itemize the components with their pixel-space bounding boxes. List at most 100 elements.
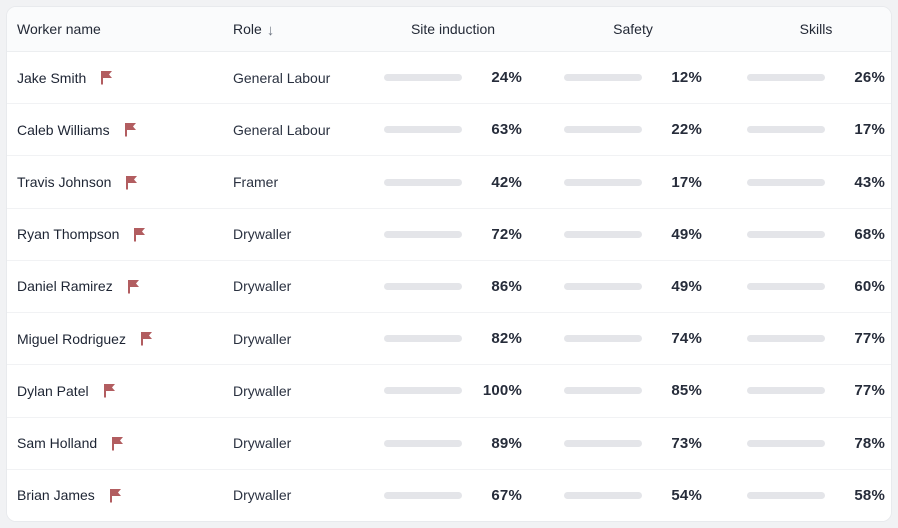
table-row[interactable]: Miguel Rodriguez Drywaller 82% 74% 77% (7, 313, 891, 366)
table-row[interactable]: Sam Holland Drywaller 89% 73% 78% (7, 417, 891, 470)
workers-training-table: Worker name Role ↓ Site induction Safety… (6, 6, 892, 522)
column-header-site-induction[interactable]: Site induction (410, 21, 496, 37)
safety-progress-bar (564, 126, 642, 134)
table-row[interactable]: Daniel Ramirez Drywaller 86% 49% 60% (7, 260, 891, 314)
safety-value: 17% (671, 173, 702, 191)
skills-cell: 43% (747, 174, 891, 191)
table-row[interactable]: Ryan Thompson Drywaller 72% 49% 68% (7, 208, 891, 261)
worker-name-cell: Miguel Rodriguez (7, 331, 233, 347)
site-induction-progress-bar (384, 387, 462, 395)
safety-value: 12% (671, 69, 702, 87)
site-induction-progress-bar (384, 126, 462, 134)
skills-progress-bar (747, 230, 825, 238)
safety-progress-bar (564, 439, 642, 447)
site-induction-cell: 100% (384, 382, 564, 399)
worker-name: Travis Johnson (17, 174, 112, 191)
safety-value: 85% (671, 382, 702, 400)
worker-name-cell: Ryan Thompson (7, 226, 233, 242)
skills-value: 77% (854, 382, 885, 400)
column-header-role[interactable]: Role ↓ (233, 21, 384, 39)
safety-cell: 49% (564, 226, 747, 243)
safety-cell: 74% (564, 330, 747, 347)
skills-cell: 58% (747, 487, 891, 504)
worker-name: Jake Smith (17, 69, 87, 86)
skills-progress-bar (747, 282, 825, 290)
column-header-skills[interactable]: Skills (799, 21, 833, 37)
site-induction-cell: 67% (384, 487, 564, 504)
safety-cell: 22% (564, 121, 747, 138)
site-induction-value: 100% (482, 382, 522, 400)
safety-cell: 54% (564, 487, 747, 504)
skills-cell: 78% (747, 435, 891, 452)
worker-name-cell: Caleb Williams (7, 122, 233, 138)
skills-cell: 17% (747, 121, 891, 138)
worker-name-cell: Daniel Ramirez (7, 278, 233, 294)
safety-value: 73% (671, 434, 702, 452)
worker-name-cell: Brian James (7, 487, 233, 503)
site-induction-progress-bar (384, 178, 462, 186)
skills-cell: 26% (747, 69, 891, 86)
safety-cell: 85% (564, 382, 747, 399)
table-header-row: Worker name Role ↓ Site induction Safety… (7, 7, 891, 52)
column-header-safety[interactable]: Safety (613, 21, 653, 37)
flag-icon (109, 488, 123, 503)
skills-progress-bar (747, 439, 825, 447)
safety-progress-bar (564, 335, 642, 343)
worker-role: Drywaller (233, 226, 292, 243)
table-body: Jake Smith General Labour 24% 12% 26% Ca… (7, 52, 891, 521)
site-induction-progress-bar (384, 230, 462, 238)
worker-name: Ryan Thompson (17, 226, 120, 243)
safety-cell: 73% (564, 435, 747, 452)
site-induction-value: 86% (491, 277, 522, 295)
skills-progress-bar (747, 387, 825, 395)
worker-name-cell: Jake Smith (7, 70, 233, 86)
worker-role: Framer (233, 174, 279, 191)
site-induction-cell: 86% (384, 278, 564, 295)
table-row[interactable]: Brian James Drywaller 67% 54% 58% (7, 469, 891, 521)
site-induction-cell: 89% (384, 435, 564, 452)
skills-value: 68% (854, 225, 885, 243)
worker-name: Daniel Ramirez (17, 278, 113, 295)
skills-cell: 60% (747, 278, 891, 295)
site-induction-progress-bar (384, 439, 462, 447)
safety-progress-bar (564, 282, 642, 290)
table-row[interactable]: Travis Johnson Framer 42% 17% 43% (7, 156, 891, 209)
site-induction-progress-bar (384, 491, 462, 499)
skills-value: 78% (854, 434, 885, 452)
worker-role: Drywaller (233, 330, 292, 347)
safety-progress-bar (564, 387, 642, 395)
site-induction-value: 42% (491, 173, 522, 191)
safety-cell: 12% (564, 69, 747, 86)
flag-icon (111, 436, 125, 451)
worker-role: Drywaller (233, 382, 292, 399)
worker-name-cell: Dylan Patel (7, 383, 233, 399)
site-induction-progress-bar (384, 74, 462, 82)
column-header-worker-name[interactable]: Worker name (17, 21, 101, 37)
flag-icon (127, 279, 141, 294)
skills-cell: 68% (747, 226, 891, 243)
site-induction-value: 63% (491, 121, 522, 139)
sort-descending-arrow-icon[interactable]: ↓ (266, 21, 275, 39)
column-header-role-label: Role (233, 21, 262, 37)
worker-name: Caleb Williams (17, 121, 110, 138)
skills-value: 17% (854, 121, 885, 139)
worker-name: Miguel Rodriguez (17, 330, 126, 347)
table-row[interactable]: Caleb Williams General Labour 63% 22% 17… (7, 104, 891, 157)
table-row[interactable]: Jake Smith General Labour 24% 12% 26% (7, 52, 891, 105)
skills-progress-bar (747, 491, 825, 499)
worker-name: Dylan Patel (17, 382, 89, 399)
site-induction-cell: 42% (384, 174, 564, 191)
site-induction-value: 89% (491, 434, 522, 452)
skills-progress-bar (747, 126, 825, 134)
table-row[interactable]: Dylan Patel Drywaller 100% 85% 77% (7, 365, 891, 418)
site-induction-cell: 63% (384, 121, 564, 138)
site-induction-value: 82% (491, 330, 522, 348)
skills-value: 43% (854, 173, 885, 191)
flag-icon (124, 122, 138, 137)
safety-value: 54% (671, 486, 702, 504)
flag-icon (125, 175, 139, 190)
skills-value: 58% (854, 486, 885, 504)
site-induction-cell: 24% (384, 69, 564, 86)
skills-value: 60% (854, 277, 885, 295)
worker-role: General Labour (233, 69, 331, 86)
